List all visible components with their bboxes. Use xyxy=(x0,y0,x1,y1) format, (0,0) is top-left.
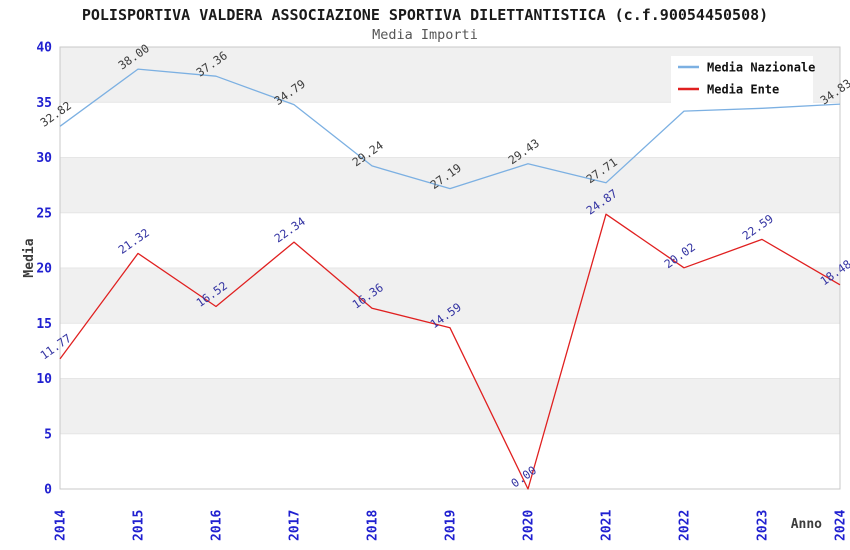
plot-band xyxy=(60,378,840,434)
x-tick-label: 2021 xyxy=(600,510,615,541)
x-tick-label: 2019 xyxy=(444,510,459,541)
y-tick-label: 15 xyxy=(36,317,52,332)
plot-band xyxy=(60,323,840,379)
plot-band xyxy=(60,102,840,158)
y-tick-label: 20 xyxy=(36,262,52,277)
x-tick-label: 2018 xyxy=(366,510,381,541)
plot-band xyxy=(60,433,840,489)
y-tick-label: 10 xyxy=(36,372,52,387)
x-tick-label: 2016 xyxy=(210,510,225,541)
y-tick-label: 0 xyxy=(44,483,52,498)
y-tick-label: 40 xyxy=(36,41,52,56)
y-tick-label: 25 xyxy=(36,206,52,221)
x-axis-title: Anno xyxy=(791,517,822,532)
legend-label-media-nazionale: Media Nazionale xyxy=(707,61,815,75)
plot-band xyxy=(60,157,840,213)
series-line-media-ente xyxy=(59,213,841,490)
legend-label-media-ente: Media Ente xyxy=(707,83,779,97)
plot-band xyxy=(60,268,840,324)
x-tick-label: 2023 xyxy=(756,510,771,541)
y-axis-title: Media xyxy=(22,238,37,277)
chart-subtitle: Media Importi xyxy=(372,27,478,43)
plot-band xyxy=(60,212,840,268)
y-tick-label: 5 xyxy=(44,427,52,442)
chart-title: POLISPORTIVA VALDERA ASSOCIAZIONE SPORTI… xyxy=(81,6,769,24)
y-tick-label: 30 xyxy=(36,151,52,166)
series-line-media-nazionale xyxy=(59,68,841,190)
x-tick-label: 2022 xyxy=(678,510,693,541)
plot-border xyxy=(59,46,841,490)
x-tick-label: 2024 xyxy=(834,510,849,541)
x-tick-label: 2017 xyxy=(288,510,303,541)
x-tick-label: 2014 xyxy=(54,510,69,541)
y-tick-label: 35 xyxy=(36,96,52,111)
x-tick-label: 2015 xyxy=(132,510,147,541)
legend-box xyxy=(671,56,813,103)
x-tick-label: 2020 xyxy=(522,510,537,541)
